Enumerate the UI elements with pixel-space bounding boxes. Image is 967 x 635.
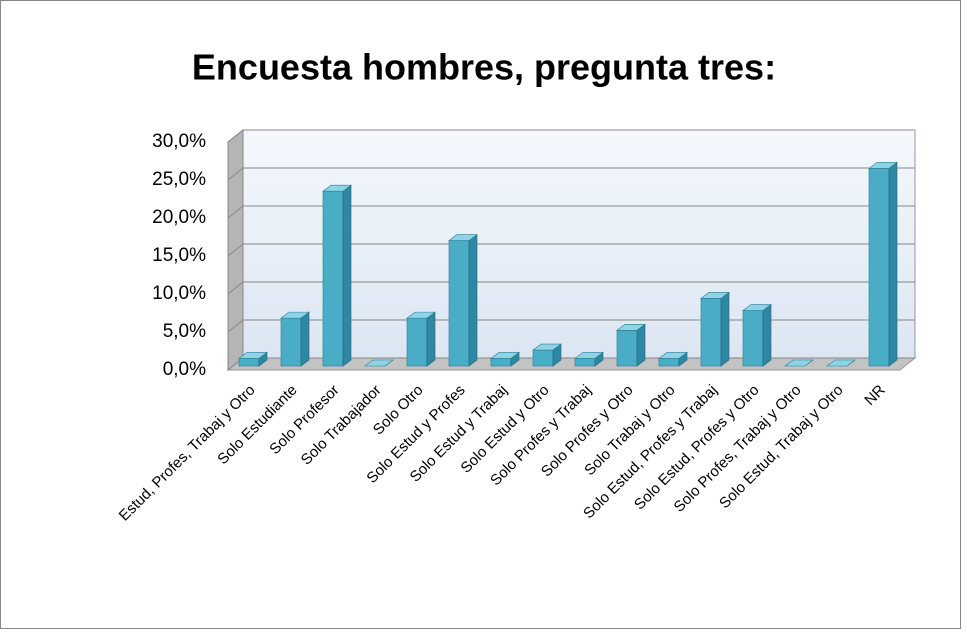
bar-top xyxy=(364,359,394,367)
bar-top xyxy=(826,359,856,367)
bar-side xyxy=(888,161,898,367)
bar-top xyxy=(280,311,310,319)
y-tick-label: 15,0% xyxy=(152,245,206,266)
bar xyxy=(448,234,478,367)
bar-side xyxy=(468,234,478,367)
bar-side xyxy=(426,311,436,367)
bar-front xyxy=(406,317,428,367)
bar-front xyxy=(658,358,680,367)
bar xyxy=(490,351,520,367)
side-grid-line xyxy=(227,167,244,181)
bar-top xyxy=(238,352,268,359)
bar-front xyxy=(448,240,470,367)
bar-top xyxy=(658,352,688,359)
y-tick-label: 25,0% xyxy=(152,169,206,190)
bar-side xyxy=(636,323,646,367)
bar-top xyxy=(784,359,814,367)
bar-front xyxy=(280,317,302,367)
bar xyxy=(742,303,772,367)
y-tick-label: 20,0% xyxy=(152,207,206,228)
bar-side xyxy=(300,311,310,367)
bar-top xyxy=(406,311,436,319)
side-grid-line xyxy=(227,129,244,143)
bar-front xyxy=(700,298,722,367)
bar xyxy=(364,359,394,367)
bar-front xyxy=(742,310,764,367)
side-grid-line xyxy=(227,205,244,219)
bar xyxy=(280,311,310,367)
bar xyxy=(238,351,268,367)
bar-top xyxy=(490,352,520,359)
bar xyxy=(322,184,352,367)
bar-top xyxy=(616,323,646,331)
bar-front xyxy=(616,329,638,367)
bar-top xyxy=(448,234,478,241)
bar xyxy=(532,343,562,367)
bar-side xyxy=(720,291,730,367)
bar-side xyxy=(342,184,352,367)
bar-front xyxy=(322,190,344,367)
bar-front xyxy=(490,358,512,367)
bar-top xyxy=(868,162,898,169)
bar-front xyxy=(238,358,260,367)
bar-front xyxy=(868,168,890,367)
y-tick-label: 10,0% xyxy=(152,283,206,304)
bar-front xyxy=(532,349,554,367)
side-grid-line xyxy=(227,243,244,257)
bar-top xyxy=(322,184,352,192)
chart-title: Encuesta hombres, pregunta tres: xyxy=(192,47,776,88)
bar xyxy=(826,359,856,367)
side-grid-line xyxy=(227,319,244,333)
side-grid-line xyxy=(227,281,244,295)
bar xyxy=(406,311,436,367)
y-tick-label: 30,0% xyxy=(152,131,206,152)
bar xyxy=(868,161,898,367)
bar xyxy=(658,351,688,367)
bar xyxy=(574,351,604,367)
y-tick-label: 0,0% xyxy=(163,359,206,380)
bar xyxy=(700,291,730,367)
bar-top xyxy=(742,304,772,311)
y-tick-label: 5,0% xyxy=(163,321,206,342)
bar-front xyxy=(574,358,596,367)
bar-top xyxy=(700,292,730,299)
bar xyxy=(784,359,814,367)
bar-top xyxy=(532,343,562,351)
bar xyxy=(616,323,646,367)
bar-side xyxy=(762,303,772,367)
bar-top xyxy=(574,352,604,359)
